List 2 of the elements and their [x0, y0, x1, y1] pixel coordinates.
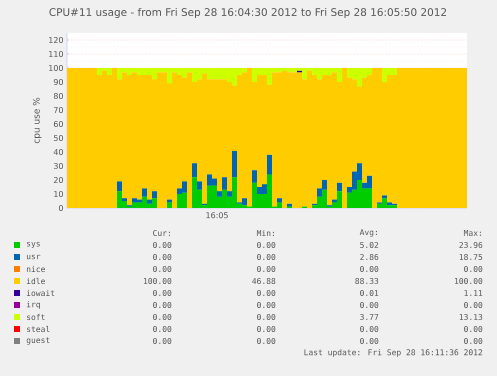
- chart-title: CPU#11 usage - from Fri Sep 28 16:04:30 2012 to Fri Sep 28 16:05:50 2012: [49, 8, 446, 18]
- y-axis-title: cpu use %: [32, 98, 42, 144]
